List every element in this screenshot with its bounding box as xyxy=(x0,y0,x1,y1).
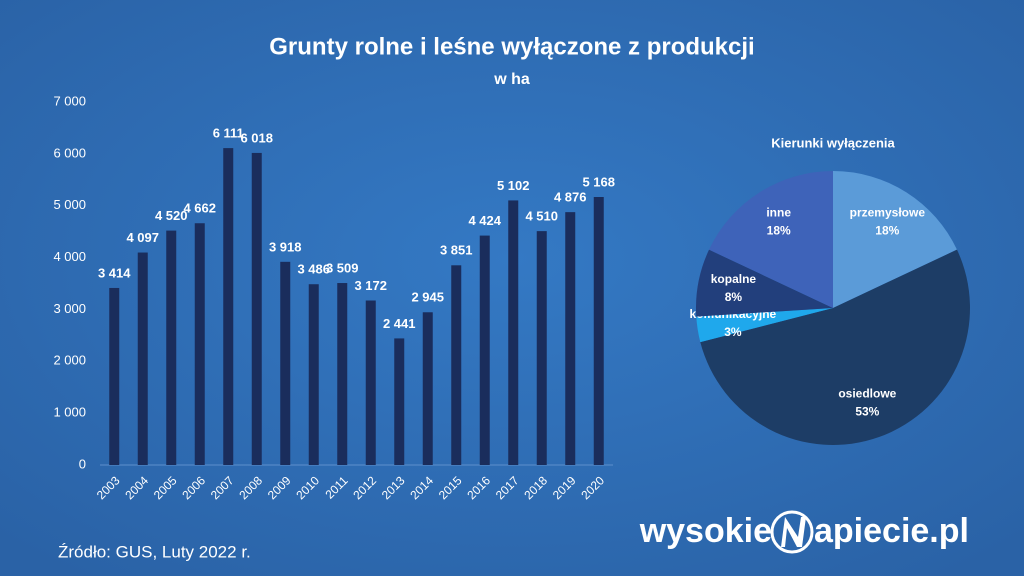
data-label: 2 945 xyxy=(411,290,444,305)
bar xyxy=(565,212,576,465)
data-label: 3 486 xyxy=(297,262,330,277)
pie-title: Kierunki wyłączenia xyxy=(771,135,895,150)
pie-slice xyxy=(833,171,957,308)
bar xyxy=(365,300,376,465)
bar xyxy=(109,287,120,465)
data-label: 4 097 xyxy=(126,230,159,245)
data-label: 5 102 xyxy=(497,178,530,193)
data-label: 3 414 xyxy=(98,265,131,280)
data-label: 2 441 xyxy=(383,316,416,331)
pie-value-label: 3% xyxy=(724,325,742,339)
data-label: 6 111 xyxy=(213,126,244,141)
bar xyxy=(280,261,291,465)
logo-right: apiecie.pl xyxy=(814,512,969,550)
data-label: 3 172 xyxy=(354,278,387,293)
data-label: 3 851 xyxy=(440,243,473,258)
source: Źródło: GUS, Luty 2022 r. xyxy=(58,542,251,561)
pie-value-label: 53% xyxy=(855,405,879,419)
y-tick-label: 1 000 xyxy=(53,405,86,420)
data-label: 3 509 xyxy=(326,260,359,275)
bar xyxy=(508,200,519,465)
bar xyxy=(166,230,177,465)
bar xyxy=(308,284,319,465)
bar xyxy=(137,252,148,465)
logo-left: wysokie xyxy=(639,512,772,550)
bar xyxy=(251,152,262,466)
bar xyxy=(451,265,462,465)
data-label: 4 876 xyxy=(554,190,587,205)
y-tick-label: 6 000 xyxy=(53,145,86,160)
pie-value-label: 18% xyxy=(875,224,899,238)
pie-slice xyxy=(709,171,833,308)
data-label: 3 918 xyxy=(269,239,302,254)
data-label: 6 018 xyxy=(240,130,273,145)
pie-slice xyxy=(696,249,833,317)
bar xyxy=(337,283,348,465)
y-tick-label: 2 000 xyxy=(53,353,86,368)
pie-label: kopalne xyxy=(711,272,757,286)
bar xyxy=(593,197,604,465)
bar xyxy=(223,148,234,465)
y-tick-label: 5 000 xyxy=(53,197,86,212)
data-label: 4 662 xyxy=(183,201,216,216)
pie-label: osiedlowe xyxy=(838,387,896,401)
data-label: 4 520 xyxy=(155,208,188,223)
data-label: 4 424 xyxy=(468,213,501,228)
y-tick-label: 0 xyxy=(79,456,86,471)
pie-label: przemysłowe xyxy=(850,206,926,220)
pie-value-label: 8% xyxy=(725,290,743,304)
bar xyxy=(479,235,490,465)
pie-slice xyxy=(696,308,833,343)
y-tick-label: 7 000 xyxy=(53,93,86,108)
pie-slice xyxy=(700,249,970,445)
bar xyxy=(422,312,433,465)
bar xyxy=(194,223,205,465)
data-label: 5 168 xyxy=(582,174,615,189)
pie-label: inne xyxy=(766,206,791,220)
y-tick-label: 3 000 xyxy=(53,301,86,316)
logo-icon-n xyxy=(781,517,806,547)
chart-title: Grunty rolne i leśne wyłączone z produkc… xyxy=(269,33,754,60)
logo-icon xyxy=(770,510,814,554)
pie-value-label: 18% xyxy=(767,224,791,238)
bar xyxy=(394,338,405,465)
bar xyxy=(536,231,547,465)
chart-subtitle: w ha xyxy=(493,71,530,88)
data-label: 4 510 xyxy=(525,209,558,224)
y-tick-label: 4 000 xyxy=(53,249,86,264)
logo: wysokie apiecie.pl xyxy=(639,510,969,554)
